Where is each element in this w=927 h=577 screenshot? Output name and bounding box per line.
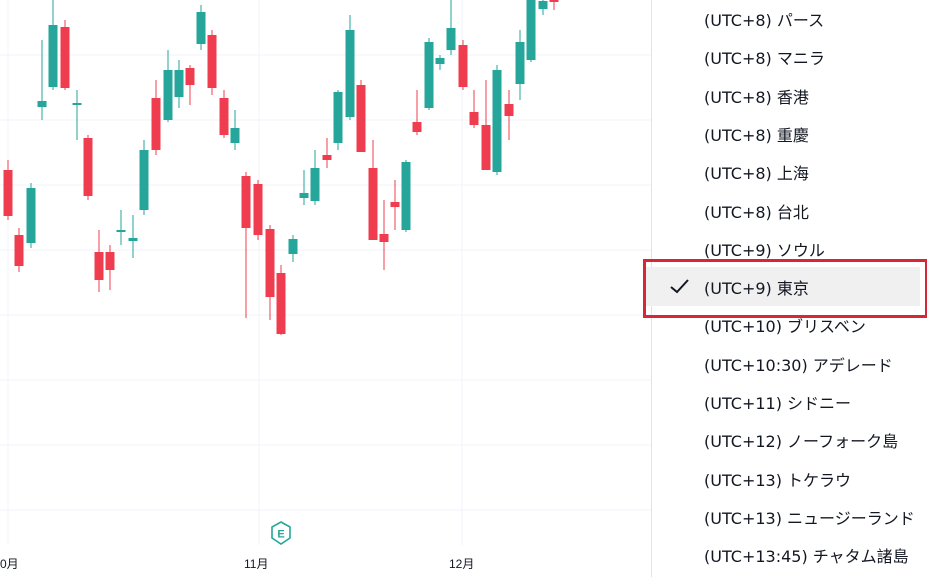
candle-body bbox=[128, 238, 138, 241]
candle-body bbox=[458, 45, 468, 87]
timezone-option-label: (UTC+8) マニラ bbox=[704, 49, 825, 68]
timezone-option-label: (UTC+12) ノーフォーク島 bbox=[704, 432, 899, 451]
candle-body bbox=[435, 58, 445, 64]
timezone-option[interactable]: (UTC+13) トケラウ bbox=[652, 460, 927, 498]
candle-body bbox=[60, 27, 70, 88]
timezone-option-label: (UTC+9) ソウル bbox=[704, 241, 825, 260]
candle-body bbox=[504, 104, 514, 116]
candle-body bbox=[469, 112, 479, 125]
candle-body bbox=[219, 98, 229, 135]
checkmark-icon bbox=[670, 279, 689, 294]
x-axis-label-october: 0月 bbox=[0, 557, 19, 571]
timezone-option-label: (UTC+8) 香港 bbox=[704, 88, 809, 107]
candle-body bbox=[379, 234, 389, 242]
candle-body bbox=[94, 252, 104, 280]
candle-body bbox=[345, 30, 355, 117]
candle-body bbox=[48, 25, 58, 87]
candle-body bbox=[3, 170, 13, 216]
candle-body bbox=[288, 239, 298, 254]
candle-body bbox=[424, 42, 434, 108]
timezone-option-label: (UTC+13) ニュージーランド bbox=[704, 509, 915, 528]
timezone-option-label: (UTC+13) トケラウ bbox=[704, 471, 852, 490]
x-axis-label-december: 12月 bbox=[449, 557, 475, 571]
timezone-option-label: (UTC+10:30) アデレード bbox=[704, 356, 893, 375]
candle-body bbox=[322, 155, 332, 160]
candlestick-chart[interactable] bbox=[0, 0, 652, 577]
candle-body bbox=[265, 229, 275, 297]
timezone-option[interactable]: (UTC+11) シドニー bbox=[652, 383, 927, 421]
timezone-option[interactable]: (UTC+9) 東京 bbox=[644, 267, 920, 306]
candle-body bbox=[333, 92, 343, 143]
timezone-option-label: (UTC+8) 上海 bbox=[704, 164, 809, 183]
timezone-dropdown-menu[interactable]: (UTC+8) パース (UTC+8) マニラ (UTC+8) 香港 (UTC+8) … bbox=[644, 0, 927, 577]
x-axis-label-november: 11月 bbox=[244, 557, 269, 571]
candle-body bbox=[185, 68, 195, 85]
timezone-option-label: (UTC+11) シドニー bbox=[704, 394, 852, 413]
candle-body bbox=[196, 12, 206, 44]
timezone-option[interactable]: (UTC+8) 重慶 bbox=[652, 115, 927, 153]
selection-highlight-box bbox=[643, 259, 927, 318]
earnings-marker-label: E bbox=[277, 529, 284, 541]
candle-body bbox=[37, 101, 47, 107]
candle-body bbox=[230, 128, 240, 143]
candle-body bbox=[26, 188, 36, 243]
candle-body bbox=[481, 125, 491, 170]
timezone-option-label: (UTC+13:45) チャタム諸島 bbox=[704, 547, 909, 566]
timezone-option[interactable]: (UTC+13) ニュージーランド bbox=[652, 498, 927, 536]
timezone-option-label: (UTC+8) 台北 bbox=[704, 203, 809, 222]
timezone-option[interactable]: (UTC+8) 台北 bbox=[652, 192, 927, 230]
candle-body bbox=[368, 168, 378, 240]
price-chart[interactable]: 0月 11月 12月 E bbox=[0, 0, 652, 577]
timezone-option[interactable]: (UTC+8) 香港 bbox=[652, 77, 927, 115]
candle-body bbox=[412, 122, 422, 132]
timezone-option-label: (UTC+10) ブリスベン bbox=[704, 317, 866, 336]
timezone-option-label: (UTC+8) パース bbox=[704, 11, 825, 30]
timezone-option[interactable]: (UTC+8) 上海 bbox=[652, 153, 927, 191]
candle-body bbox=[105, 252, 115, 270]
candle-body bbox=[253, 184, 263, 235]
candle-body bbox=[174, 70, 184, 97]
candle-body bbox=[401, 162, 411, 230]
candle-body bbox=[538, 1, 548, 9]
candle-body bbox=[163, 70, 173, 120]
earnings-marker-icon[interactable]: E bbox=[270, 521, 292, 545]
candle-body bbox=[356, 85, 366, 152]
candle-body bbox=[241, 176, 251, 228]
timezone-option[interactable]: (UTC+9) ソウル bbox=[652, 230, 927, 268]
candle-body bbox=[299, 193, 309, 198]
candle-body bbox=[446, 28, 456, 50]
candle-body bbox=[310, 168, 320, 201]
candle-body bbox=[207, 35, 217, 88]
timezone-option[interactable]: (UTC+10) ブリスベン bbox=[652, 306, 927, 344]
candle-body bbox=[139, 150, 149, 210]
candle-body bbox=[14, 235, 24, 266]
candle-body bbox=[276, 273, 286, 334]
candle-body bbox=[72, 103, 82, 105]
candle-body bbox=[151, 98, 161, 150]
candle-body bbox=[116, 230, 126, 232]
candle-body bbox=[492, 70, 502, 172]
timezone-option-label: (UTC+9) 東京 bbox=[704, 278, 809, 298]
timezone-option[interactable]: (UTC+8) マニラ bbox=[652, 38, 927, 76]
timezone-option[interactable]: (UTC+10:30) アデレード bbox=[652, 345, 927, 383]
timezone-option[interactable]: (UTC+8) パース bbox=[652, 0, 927, 38]
candle-body bbox=[83, 138, 93, 196]
candle-body bbox=[515, 42, 525, 84]
timezone-option[interactable]: (UTC+13:45) チャタム諸島 bbox=[652, 536, 927, 574]
candle-body bbox=[526, 0, 536, 60]
timezone-option-label: (UTC+8) 重慶 bbox=[704, 126, 809, 145]
timezone-option[interactable]: (UTC+12) ノーフォーク島 bbox=[652, 421, 927, 459]
candle-body bbox=[549, 0, 559, 2]
candle-body bbox=[390, 202, 400, 207]
